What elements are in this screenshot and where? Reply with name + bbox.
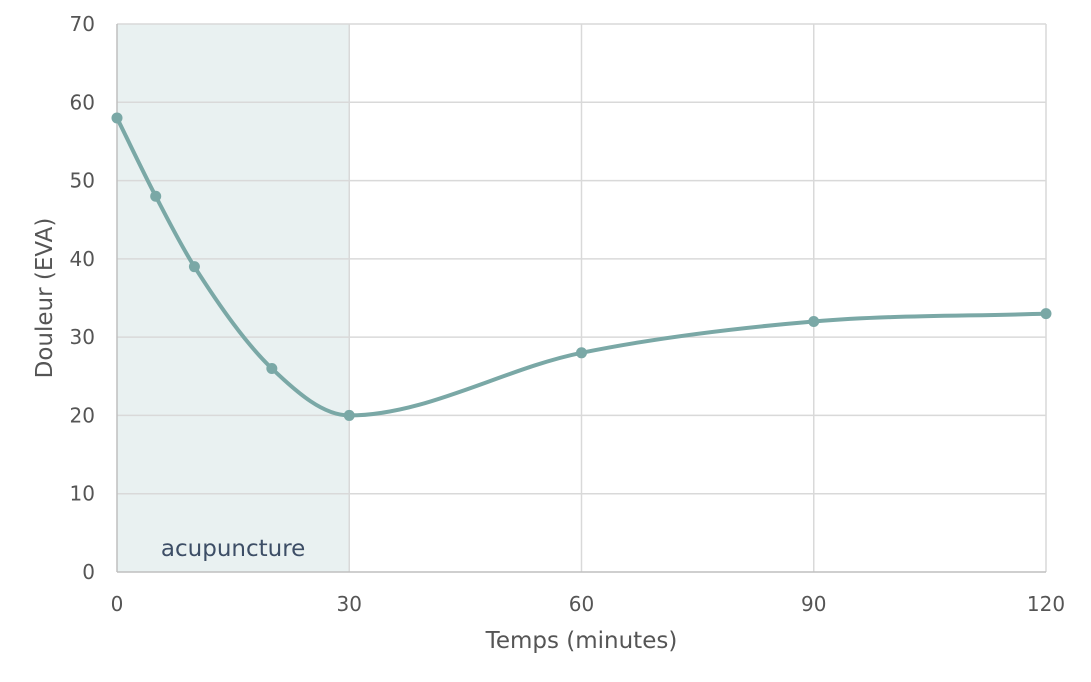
y-tick-label-50: 50 [70,169,95,193]
grid-layer [117,23,1047,572]
y-tick-label-0: 0 [82,560,95,584]
x-tick-label-90: 90 [801,592,826,616]
x-tick-label-30: 30 [337,592,362,616]
data-point-5 [150,190,162,202]
annotation-acupuncture-label: acupuncture [161,536,305,562]
y-tick-label-40: 40 [70,247,95,271]
data-point-60 [576,347,587,359]
series-layer [111,112,1052,421]
y-axis-label: Douleur (EVA) [32,218,58,379]
data-point-0 [111,112,123,124]
y-tick-label-10: 10 [70,482,95,506]
data-point-20 [266,362,278,374]
x-axis-label: Temps (minutes) [485,628,678,654]
data-point-30 [343,409,355,421]
shaded-region-layer [117,24,350,572]
y-tick-label-60: 60 [70,90,95,114]
y-tick-label-70: 70 [70,12,95,36]
x-tick-label-60: 60 [569,592,594,616]
y-tick-label-20: 20 [70,403,95,427]
y-tick-label-30: 30 [70,325,95,349]
tick-labels-layer: 0 10 20 30 40 50 60 70 0 30 60 90 120 [70,12,1066,616]
data-point-10 [188,261,200,273]
data-point-120 [1040,308,1052,320]
data-point-90 [808,315,820,327]
shaded-region-acupuncture [117,24,350,572]
x-tick-label-120: 120 [1027,592,1065,616]
x-tick-label-0: 0 [111,592,124,616]
